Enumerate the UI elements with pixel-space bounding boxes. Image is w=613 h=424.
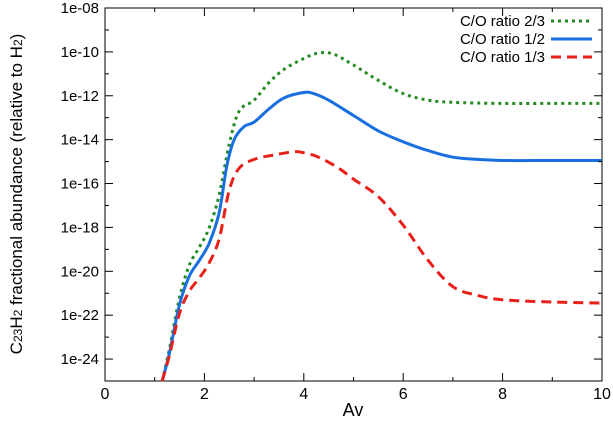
- y-axis-title-part: C: [7, 342, 26, 354]
- series-line-2: [160, 90, 602, 382]
- y-tick-label: 1e-24: [61, 351, 99, 368]
- y-axis-title-part: H: [7, 316, 26, 328]
- y-axis-title-part: 2: [11, 39, 25, 46]
- y-tick-label: 1e-08: [61, 0, 99, 17]
- x-tick-label: 0: [101, 386, 110, 403]
- legend-label-1: C/O ratio 2/3: [460, 13, 545, 30]
- y-axis-title-part: 23: [11, 328, 25, 342]
- y-axis-title: C23H2 fractional abundance (relative to …: [7, 34, 26, 355]
- x-tick-label: 2: [200, 386, 209, 403]
- series-line-3: [160, 150, 603, 382]
- y-tick-label: 1e-14: [61, 132, 99, 149]
- x-tick-label: 6: [399, 386, 408, 403]
- y-axis-title-part: fractional abundance (relative to H: [7, 46, 26, 310]
- legend-label-2: C/O ratio 1/2: [460, 31, 545, 48]
- series-line-1: [160, 50, 602, 382]
- y-tick-label: 1e-16: [61, 176, 99, 193]
- y-tick-label: 1e-12: [61, 88, 99, 105]
- x-tick-label: 4: [299, 386, 308, 403]
- x-tick-label: 8: [498, 386, 507, 403]
- y-axis-title-part: 2: [11, 309, 25, 316]
- y-tick-label: 1e-18: [61, 219, 99, 236]
- y-tick-label: 1e-10: [61, 44, 99, 61]
- x-tick-label: 10: [593, 386, 611, 403]
- legend-label-3: C/O ratio 1/3: [460, 49, 545, 66]
- y-tick-label: 1e-20: [61, 263, 99, 280]
- series-layer: [160, 50, 603, 382]
- ticks-layer: 0 2 4 6 8 10 1e-24 1e-22 1e-20 1e-18 1e-16 1e-14 1e-…: [61, 0, 611, 403]
- y-tick-label: 1e-22: [61, 307, 99, 324]
- x-axis-title: Av: [343, 400, 364, 419]
- legend: C/O ratio 2/3C/O ratio 1/2C/O ratio 1/3: [460, 13, 592, 66]
- y-axis-title-part: ): [7, 34, 26, 40]
